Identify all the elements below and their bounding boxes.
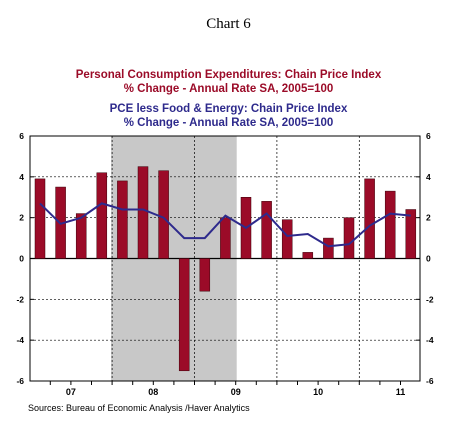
y-tick-left: -2: [16, 294, 24, 304]
y-tick-left: 4: [19, 172, 24, 182]
line-core-pce: [39, 202, 411, 248]
y-tick-left: -6: [16, 376, 24, 386]
bar-pce: [281, 219, 293, 259]
bar-pce: [117, 180, 128, 259]
bar-pce: [323, 237, 334, 259]
y-tick-right: 0: [426, 254, 431, 264]
bar-pce: [199, 258, 211, 292]
bar-pce: [302, 252, 314, 259]
y-tick-right: 6: [426, 131, 431, 141]
bar-pce: [75, 213, 87, 259]
bar-pce: [137, 166, 149, 259]
bar-pce: [261, 201, 272, 259]
bar-pce: [343, 217, 355, 259]
bar-pce: [34, 178, 46, 259]
y-tick-right: 4: [426, 172, 431, 182]
series1-subtitle: % Change - Annual Rate SA, 2005=100: [123, 83, 334, 95]
x-year-label: 09: [231, 387, 241, 397]
y-tick-left: 2: [19, 213, 24, 223]
y-tick-left: -4: [16, 335, 24, 345]
x-year-label: 08: [148, 387, 158, 397]
y-tick-right: -2: [426, 294, 434, 304]
bar-pce: [96, 172, 108, 259]
y-tick-left: 0: [19, 254, 24, 264]
y-tick-left: 6: [19, 131, 24, 141]
bar-pce: [405, 209, 417, 259]
bar-pce: [220, 217, 231, 259]
series2-title: PCE less Food & Energy: Chain Price Inde…: [109, 103, 348, 115]
source-note: Sources: Bureau of Economic Analysis /Ha…: [28, 403, 250, 413]
bar-pce: [178, 258, 190, 372]
series2-subtitle: % Change - Annual Rate SA, 2005=100: [123, 117, 334, 129]
bar-pce: [384, 190, 396, 259]
y-tick-right: -4: [426, 335, 434, 345]
y-tick-right: 2: [426, 213, 431, 223]
y-tick-right: -6: [426, 376, 434, 386]
series1-title: Personal Consumption Expenditures: Chain…: [75, 69, 382, 81]
bar-pce: [364, 178, 375, 259]
x-year-label: 10: [313, 387, 323, 397]
bar-pce: [158, 170, 169, 259]
x-year-label: 07: [66, 387, 76, 397]
chart-title: Chart 6: [206, 16, 251, 32]
x-year-label: 11: [396, 387, 406, 397]
